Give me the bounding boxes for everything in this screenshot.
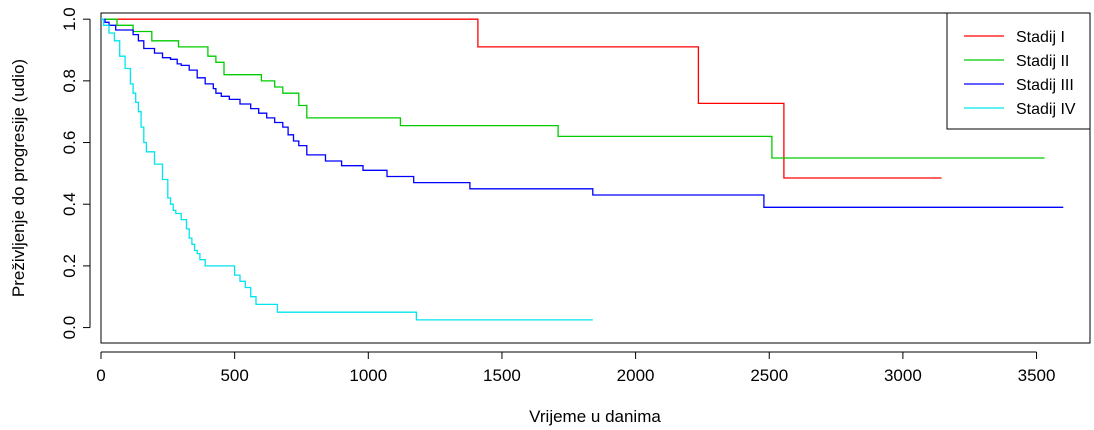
legend-box <box>946 12 1091 130</box>
legend-label-stadij-i: Stadij I <box>1016 29 1065 46</box>
x-tick-label: 1000 <box>349 366 387 385</box>
y-tick-label: 0.8 <box>60 69 79 93</box>
y-axis-title: Preživljenje do progresije (udio) <box>9 59 28 297</box>
y-tick-label: 1.0 <box>60 7 79 31</box>
legend-label-stadij-iii: Stadij III <box>1016 77 1074 94</box>
x-tick-label: 2000 <box>617 366 655 385</box>
plot-frame <box>100 12 1091 344</box>
x-tick-label: 0 <box>96 366 105 385</box>
series-line-stadij-iv <box>101 18 593 321</box>
x-axis-title: Vrijeme u danima <box>529 407 661 426</box>
x-tick-label: 3000 <box>884 366 922 385</box>
x-tick-label: 3500 <box>1018 366 1056 385</box>
series-line-stadij-iii <box>101 18 1064 208</box>
x-tick-label: 2500 <box>750 366 788 385</box>
series-line-stadij-ii <box>101 18 1045 159</box>
x-tick-label: 500 <box>220 366 248 385</box>
legend-label-stadij-ii: Stadij II <box>1016 53 1069 70</box>
x-tick-label: 1500 <box>483 366 521 385</box>
y-tick-label: 0.0 <box>60 316 79 340</box>
y-tick-label: 0.2 <box>60 254 79 278</box>
legend-label-stadij-iv: Stadij IV <box>1016 101 1076 118</box>
legend: Stadij I Stadij II Stadij III Stadij IV <box>946 12 1091 130</box>
series-layer <box>101 18 1064 321</box>
y-axis: 0.0 0.2 0.4 0.6 0.8 1.0 <box>60 7 91 340</box>
series-line-stadij-i <box>101 18 942 179</box>
x-axis: 0 500 1000 1500 2000 2500 3000 3500 <box>96 351 1056 385</box>
y-tick-label: 0.4 <box>60 192 79 216</box>
y-tick-label: 0.6 <box>60 131 79 155</box>
